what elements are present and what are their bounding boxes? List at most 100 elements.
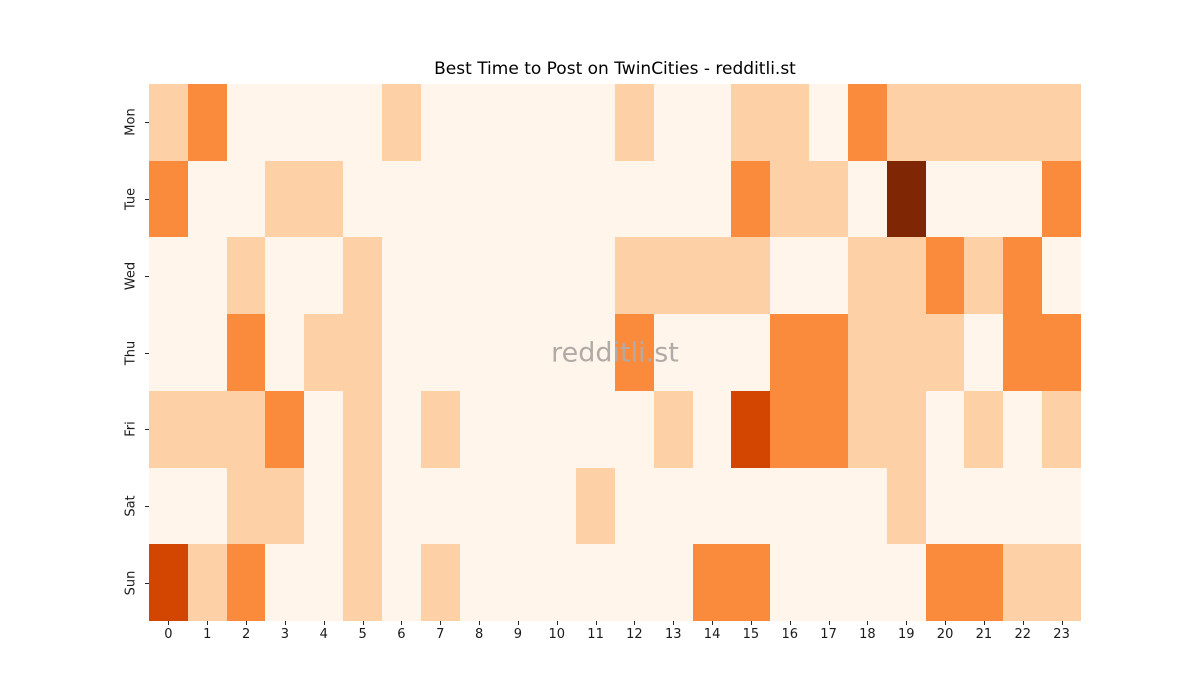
x-tick-mark <box>673 621 675 625</box>
heatmap-cell <box>692 390 732 468</box>
heatmap-cell <box>847 237 887 315</box>
heatmap-cell <box>381 237 421 315</box>
heatmap-cell <box>731 544 771 621</box>
heatmap-cell <box>149 314 188 391</box>
heatmap-cell <box>847 84 887 161</box>
heatmap-cell <box>381 544 421 621</box>
heatmap-cell <box>149 237 188 315</box>
heatmap-cell <box>576 544 615 621</box>
heatmap-cell <box>304 84 344 161</box>
heatmap-cell <box>537 84 577 161</box>
heatmap-plot: redditli.st <box>149 84 1081 621</box>
x-tick-label: 13 <box>664 627 682 642</box>
heatmap-cell <box>304 314 344 391</box>
heatmap-cell <box>770 237 810 315</box>
heatmap-cell <box>498 467 538 545</box>
heatmap-cell <box>847 314 887 391</box>
heatmap-cell <box>614 160 654 238</box>
heatmap-cell <box>187 544 227 621</box>
heatmap-cell <box>265 390 305 468</box>
heatmap-cell <box>614 467 654 545</box>
heatmap-cell <box>653 237 693 315</box>
heatmap-cell <box>1003 237 1043 315</box>
heatmap-cell <box>886 84 926 161</box>
x-tick-mark <box>712 621 714 625</box>
y-tick-label: Fri <box>123 421 139 437</box>
heatmap-cell <box>964 237 1004 315</box>
heatmap-cell <box>964 544 1004 621</box>
x-tick-label: 19 <box>897 627 915 642</box>
heatmap-cell <box>731 390 771 468</box>
x-tick-mark <box>789 621 791 625</box>
heatmap-cell <box>692 237 732 315</box>
heatmap-cell <box>1042 237 1081 315</box>
heatmap-cell <box>925 390 965 468</box>
heatmap-cell <box>265 84 305 161</box>
x-tick-label: 12 <box>626 627 643 642</box>
x-tick-label: 20 <box>936 627 954 642</box>
x-tick-mark <box>1022 621 1024 625</box>
heatmap-grid <box>149 84 1081 621</box>
heatmap-cell <box>1003 544 1043 621</box>
x-tick-label: 3 <box>280 627 290 642</box>
heatmap-cell <box>964 314 1004 391</box>
heatmap-cell <box>343 160 382 238</box>
heatmap-cell <box>576 390 615 468</box>
heatmap-cell <box>809 160 848 238</box>
heatmap-cell <box>459 160 499 238</box>
heatmap-cell <box>847 544 887 621</box>
heatmap-cell <box>964 390 1004 468</box>
x-tick-mark <box>867 621 869 625</box>
heatmap-cell <box>1003 314 1043 391</box>
heatmap-cell <box>420 390 460 468</box>
x-tick-mark <box>750 621 752 625</box>
heatmap-cell <box>498 237 538 315</box>
heatmap-cell <box>187 314 227 391</box>
heatmap-cell <box>614 237 654 315</box>
heatmap-cell <box>149 467 188 545</box>
heatmap-cell <box>1042 84 1081 161</box>
x-tick-mark <box>906 621 908 625</box>
x-tick-label: 15 <box>742 627 760 642</box>
x-tick-label: 17 <box>820 627 837 642</box>
heatmap-cell <box>925 237 965 315</box>
heatmap-cell <box>1042 160 1081 238</box>
heatmap-cell <box>653 314 693 391</box>
heatmap-cell <box>770 84 810 161</box>
heatmap-cell <box>653 84 693 161</box>
heatmap-cell <box>459 467 499 545</box>
heatmap-cell <box>653 467 693 545</box>
x-tick-mark <box>479 621 481 625</box>
heatmap-cell <box>187 467 227 545</box>
x-tick-label: 1 <box>203 627 212 642</box>
heatmap-cell <box>381 314 421 391</box>
heatmap-cell <box>381 390 421 468</box>
heatmap-cell <box>304 390 344 468</box>
heatmap-cell <box>886 237 926 315</box>
heatmap-cell <box>498 160 538 238</box>
heatmap-cell <box>692 160 732 238</box>
heatmap-cell <box>692 544 732 621</box>
x-tick-mark <box>323 621 325 625</box>
heatmap-cell <box>731 160 771 238</box>
heatmap-cell <box>537 160 577 238</box>
x-tick-mark <box>362 621 364 625</box>
heatmap-cell <box>692 84 732 161</box>
heatmap-cell <box>847 390 887 468</box>
heatmap-cell <box>925 314 965 391</box>
heatmap-cell <box>420 314 460 391</box>
heatmap-cell <box>886 544 926 621</box>
heatmap-cell <box>226 544 266 621</box>
heatmap-cell <box>420 544 460 621</box>
x-tick-mark <box>945 621 947 625</box>
heatmap-cell <box>692 314 732 391</box>
heatmap-cell <box>770 544 810 621</box>
heatmap-cell <box>925 84 965 161</box>
heatmap-cell <box>847 160 887 238</box>
heatmap-cell <box>187 237 227 315</box>
x-tick-label: 11 <box>587 627 604 642</box>
heatmap-cell <box>265 467 305 545</box>
x-tick-label: 4 <box>319 627 328 642</box>
x-tick-label: 16 <box>781 627 799 642</box>
